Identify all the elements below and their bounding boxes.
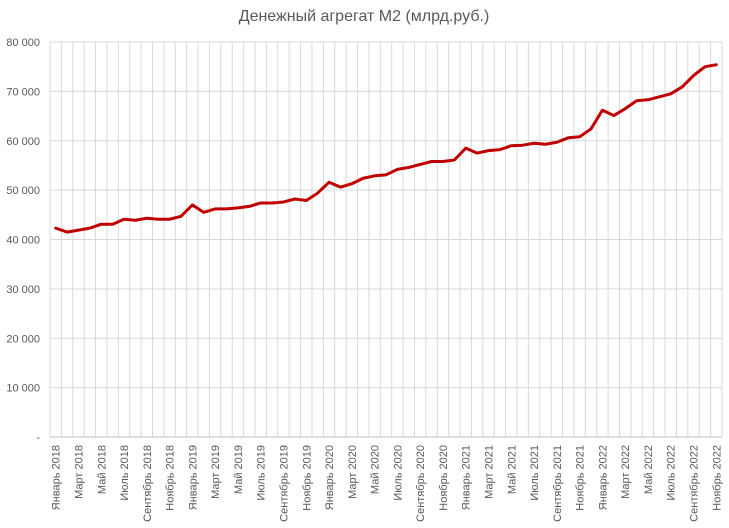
y-tick-label: 50 000 <box>6 185 40 197</box>
x-tick-label: Июль 2019 <box>256 445 268 501</box>
series-line <box>54 63 718 234</box>
y-tick-label: 30 000 <box>6 284 40 296</box>
x-tick-label: Сентябрь 2021 <box>552 445 564 522</box>
x-tick-label: Май 2020 <box>370 445 382 494</box>
x-tick-label: Июль 2021 <box>529 445 541 501</box>
y-tick-label: - <box>36 432 40 444</box>
x-tick-label: Январь 2019 <box>187 445 199 510</box>
x-tick-label: Сентябрь 2020 <box>415 445 427 522</box>
x-tick-label: Ноябрь 2022 <box>711 445 723 511</box>
chart-title: Денежный агрегат М2 (млрд.руб.) <box>239 8 490 25</box>
x-tick-label: Март 2020 <box>347 445 359 499</box>
series-layer <box>54 63 718 234</box>
gridlines <box>49 41 723 437</box>
x-tick-label: Март 2018 <box>73 445 85 499</box>
y-tick-label: 60 000 <box>6 136 40 148</box>
x-tick-label: Июль 2022 <box>666 445 678 501</box>
x-tick-label: Январь 2022 <box>597 445 609 510</box>
y-tick-label: 20 000 <box>6 333 40 345</box>
y-tick-label: 70 000 <box>6 86 40 98</box>
y-tick-label: 40 000 <box>6 235 40 247</box>
x-tick-label: Ноябрь 2018 <box>165 445 177 511</box>
x-tick-label: Ноябрь 2021 <box>575 445 587 511</box>
x-tick-label: Сентябрь 2019 <box>278 445 290 522</box>
y-tick-label: 10 000 <box>6 383 40 395</box>
x-tick-label: Май 2019 <box>233 445 245 494</box>
x-tick-label: Март 2019 <box>210 445 222 499</box>
x-tick-label: Март 2022 <box>620 445 632 499</box>
x-axis: Январь 2018 Март 2018 Май 2018 Июль 2018 Сен… <box>50 436 723 522</box>
x-tick-label: Ноябрь 2019 <box>301 445 313 511</box>
x-tick-label: Июль 2018 <box>119 445 131 501</box>
y-tick-label: 80 000 <box>6 37 40 49</box>
x-tick-label: Январь 2020 <box>324 445 336 510</box>
x-tick-label: Январь 2021 <box>461 445 473 510</box>
x-tick-label: Май 2021 <box>506 445 518 494</box>
x-tick-label: Май 2018 <box>96 445 108 494</box>
x-tick-label: Ноябрь 2020 <box>438 445 450 511</box>
y-axis-ticks: - 10 000 20 000 30 000 40 000 50 000 60 000 70 … <box>6 37 40 444</box>
x-tick-label: Март 2021 <box>484 445 496 499</box>
x-tick-label: Январь 2018 <box>51 445 63 510</box>
x-tick-label: Сентябрь 2018 <box>142 445 154 522</box>
x-tick-label: Июль 2020 <box>392 445 404 501</box>
x-tick-label: Май 2022 <box>643 445 655 494</box>
x-tick-label: Сентябрь 2022 <box>689 445 701 522</box>
